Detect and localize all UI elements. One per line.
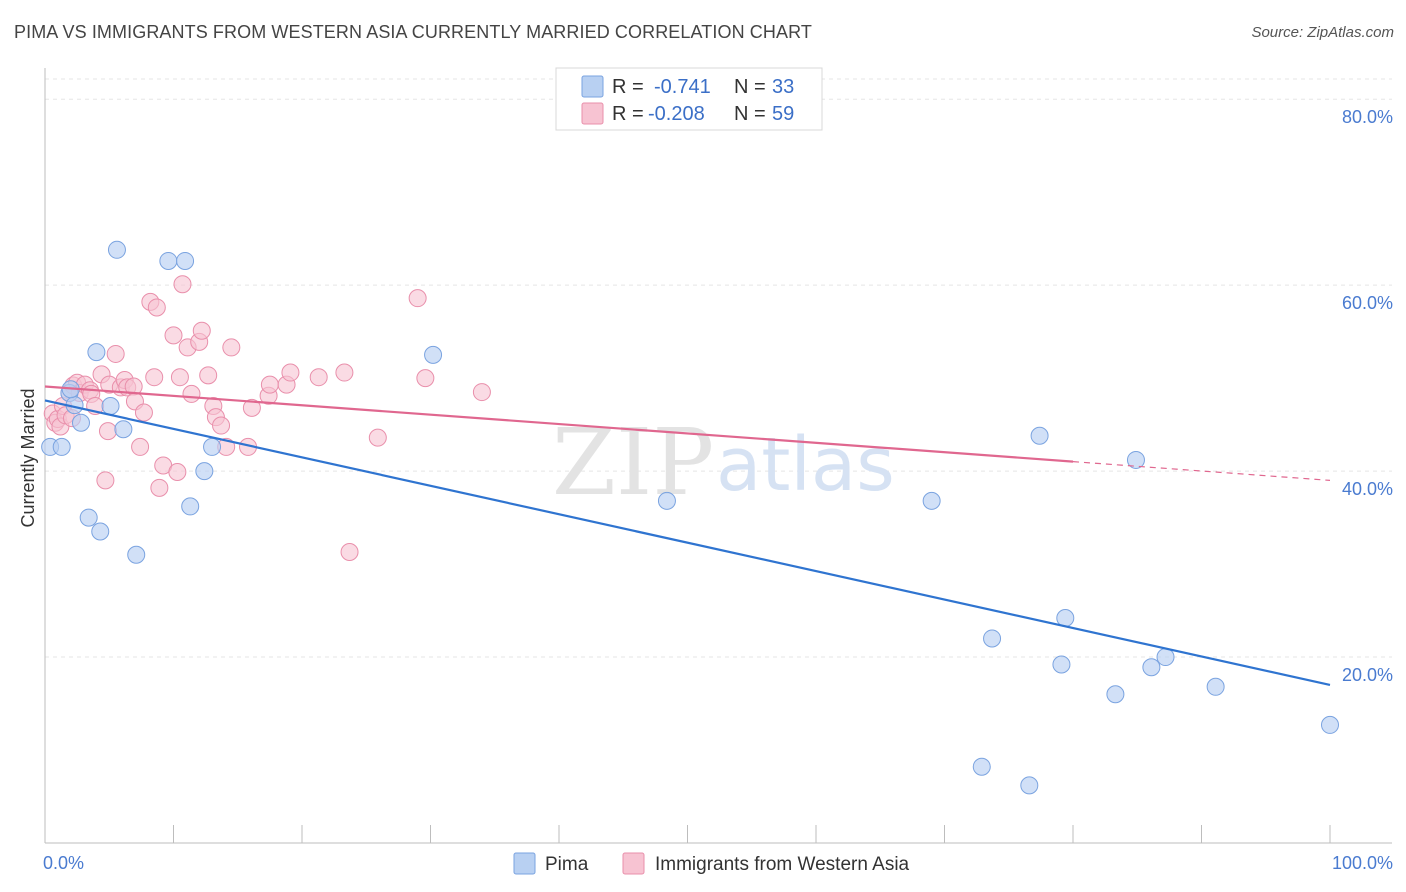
legend-n-value-pima: 33 <box>772 76 794 98</box>
y-tick-label: 20.0% <box>1342 665 1393 685</box>
point-pima <box>52 437 71 456</box>
bottom-legend-label-pima: Pima <box>545 854 589 875</box>
point-immigrants-western-asia <box>335 363 354 382</box>
point-pima <box>79 508 98 527</box>
point-immigrants-western-asia <box>96 471 115 490</box>
point-pima <box>1142 658 1161 677</box>
axes <box>44 68 1392 844</box>
point-immigrants-western-asia <box>145 368 164 387</box>
point-immigrants-western-asia <box>131 437 150 456</box>
point-pima <box>1206 677 1225 696</box>
point-immigrants-western-asia <box>106 344 125 363</box>
point-immigrants-western-asia <box>150 478 169 497</box>
point-pima <box>983 629 1002 648</box>
legend-r-value-pima: -0.741 <box>654 76 711 98</box>
point-pima <box>159 251 178 270</box>
point-immigrants-western-asia <box>340 542 359 561</box>
point-pima <box>101 397 120 416</box>
point-immigrants-western-asia <box>182 384 201 403</box>
point-pima <box>71 413 90 432</box>
point-pima <box>181 497 200 516</box>
watermark-zip: ZIP <box>552 409 714 516</box>
point-immigrants-western-asia <box>168 463 187 482</box>
y-tick-labels: 20.0% 40.0% 60.0% 80.0% <box>1342 107 1393 685</box>
point-pima <box>657 491 676 510</box>
series-pima <box>41 240 1339 795</box>
trend-lines <box>44 385 1331 687</box>
point-immigrants-western-asia <box>212 416 231 435</box>
point-pima <box>107 240 126 259</box>
bottom-legend-swatch-pima <box>513 852 536 875</box>
bottom-legend-swatch-western-asia <box>622 852 645 875</box>
correlation-legend: R = -0.741 N = 33 R = -0.208 N = 59 <box>555 67 823 131</box>
point-pima <box>1020 776 1039 795</box>
point-immigrants-western-asia <box>416 369 435 388</box>
point-pima <box>114 420 133 439</box>
point-immigrants-western-asia <box>170 368 189 387</box>
trend-line-immigrants-western-asia-extension <box>1072 461 1331 481</box>
point-immigrants-western-asia <box>408 289 427 308</box>
point-pima <box>1106 685 1125 704</box>
legend-n-value-western-asia: 59 <box>772 103 794 125</box>
watermark: ZIP atlas <box>552 409 895 516</box>
watermark-atlas: atlas <box>716 422 895 508</box>
trend-line-immigrants-western-asia <box>44 385 1074 463</box>
point-immigrants-western-asia <box>134 403 153 422</box>
series-immigrants-western-asia <box>43 275 491 561</box>
point-pima <box>1156 648 1175 667</box>
y-tick-label: 60.0% <box>1342 293 1393 313</box>
y-tick-label: 40.0% <box>1342 479 1393 499</box>
source-credit: Source: ZipAtlas.com <box>1251 24 1394 41</box>
point-pima <box>87 343 106 362</box>
bottom-legend-label-western-asia: Immigrants from Western Asia <box>655 854 910 875</box>
point-immigrants-western-asia <box>192 321 211 340</box>
point-pima <box>1030 426 1049 445</box>
legend-n-label-western-asia: N = <box>734 103 766 125</box>
point-pima <box>203 437 222 456</box>
point-pima <box>972 757 991 776</box>
point-immigrants-western-asia <box>173 275 192 294</box>
point-pima <box>195 462 214 481</box>
legend-n-label-pima: N = <box>734 76 766 98</box>
y-axis-title: Currently Married <box>18 388 38 527</box>
point-pima <box>127 545 146 564</box>
point-immigrants-western-asia <box>368 428 387 447</box>
point-immigrants-western-asia <box>98 422 117 441</box>
series-legend: Pima Immigrants from Western Asia <box>513 852 910 875</box>
x-tick-label: 100.0% <box>1332 853 1393 873</box>
x-tick-label: 0.0% <box>43 853 84 873</box>
legend-swatch-western-asia <box>581 102 604 125</box>
legend-swatch-pima <box>581 75 604 98</box>
point-pima <box>424 345 443 364</box>
point-pima <box>922 491 941 510</box>
point-pima <box>91 522 110 541</box>
point-immigrants-western-asia <box>260 375 279 394</box>
grid-lines <box>45 78 1392 658</box>
point-immigrants-western-asia <box>199 366 218 385</box>
point-immigrants-western-asia <box>147 298 166 317</box>
legend-r-value-western-asia: -0.208 <box>648 103 705 125</box>
point-pima <box>1052 655 1071 674</box>
x-tick-labels: 0.0% 100.0% <box>43 853 1393 873</box>
legend-r-label-western-asia: R = <box>612 103 644 125</box>
y-tick-label: 80.0% <box>1342 107 1393 127</box>
point-immigrants-western-asia <box>309 368 328 387</box>
point-pima <box>1321 715 1339 734</box>
point-immigrants-western-asia <box>472 383 491 402</box>
point-immigrants-western-asia <box>281 363 300 382</box>
point-immigrants-western-asia <box>242 398 261 417</box>
point-pima <box>176 251 195 270</box>
point-immigrants-western-asia <box>222 338 241 357</box>
point-pima <box>1126 450 1145 469</box>
legend-r-label-pima: R = <box>612 76 644 98</box>
trend-line-pima <box>44 399 1331 687</box>
point-immigrants-western-asia <box>164 326 183 345</box>
chart-title: PIMA VS IMMIGRANTS FROM WESTERN ASIA CUR… <box>14 22 812 42</box>
